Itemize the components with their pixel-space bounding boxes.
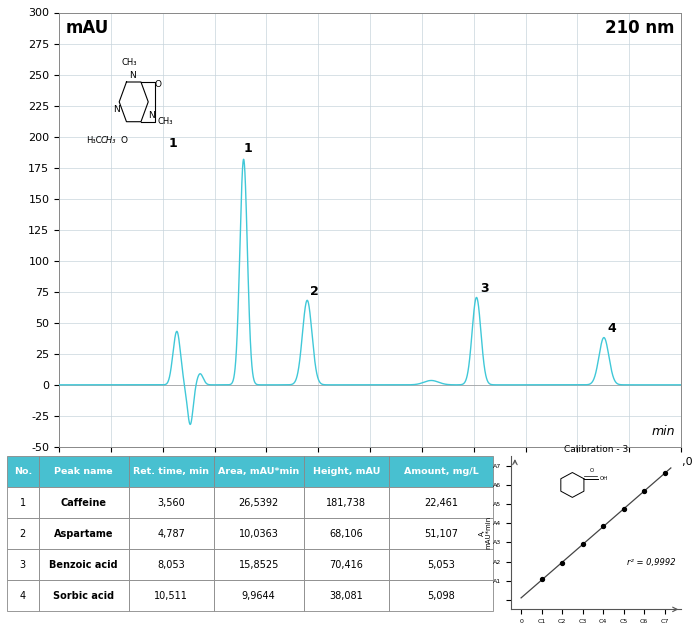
FancyBboxPatch shape (7, 488, 39, 518)
Text: 10,511: 10,511 (154, 591, 188, 601)
Text: r² = 0,9992: r² = 0,9992 (628, 558, 676, 566)
Text: 38,081: 38,081 (329, 591, 363, 601)
FancyBboxPatch shape (39, 518, 129, 549)
Text: 68,106: 68,106 (329, 529, 363, 539)
Text: 22,461: 22,461 (424, 498, 458, 508)
FancyBboxPatch shape (129, 518, 214, 549)
FancyBboxPatch shape (304, 488, 389, 518)
FancyBboxPatch shape (129, 580, 214, 611)
FancyBboxPatch shape (214, 549, 304, 580)
Point (598, 521, 609, 531)
Text: 51,107: 51,107 (424, 529, 458, 539)
FancyBboxPatch shape (304, 580, 389, 611)
Text: Height, mAU: Height, mAU (313, 468, 380, 476)
Text: Amount, mg/L: Amount, mg/L (404, 468, 479, 476)
FancyBboxPatch shape (304, 456, 389, 488)
Text: mAU: mAU (65, 19, 108, 37)
Text: Caffeine: Caffeine (60, 498, 106, 508)
Text: 9,9644: 9,9644 (242, 591, 276, 601)
FancyBboxPatch shape (389, 488, 493, 518)
FancyBboxPatch shape (7, 549, 39, 580)
Y-axis label: A,
mAU*min: A, mAU*min (478, 516, 491, 549)
Text: 4: 4 (19, 591, 26, 601)
FancyBboxPatch shape (39, 488, 129, 518)
Text: 26,5392: 26,5392 (238, 498, 279, 508)
FancyBboxPatch shape (214, 488, 304, 518)
Text: 2: 2 (311, 285, 319, 298)
Text: 5,098: 5,098 (427, 591, 455, 601)
Text: 15,8525: 15,8525 (238, 559, 279, 569)
Point (618, 504, 629, 514)
Text: Peak name: Peak name (54, 468, 113, 476)
FancyBboxPatch shape (7, 456, 39, 488)
Text: O: O (590, 468, 594, 473)
Point (577, 539, 588, 549)
Text: N: N (148, 111, 155, 120)
Text: Area, mAU*min: Area, mAU*min (218, 468, 300, 476)
Text: min: min (651, 425, 675, 438)
Text: 1: 1 (169, 136, 178, 149)
FancyBboxPatch shape (39, 580, 129, 611)
Text: N: N (129, 71, 136, 80)
FancyBboxPatch shape (214, 518, 304, 549)
Text: 10,0363: 10,0363 (239, 529, 279, 539)
Text: 3: 3 (19, 559, 26, 569)
Text: 70,416: 70,416 (329, 559, 363, 569)
Point (557, 558, 568, 568)
FancyBboxPatch shape (389, 456, 493, 488)
FancyBboxPatch shape (214, 456, 304, 488)
Text: O: O (154, 80, 161, 89)
Title: Calibration - 3: Calibration - 3 (564, 445, 628, 454)
Text: 181,738: 181,738 (326, 498, 366, 508)
Text: CH₃: CH₃ (101, 136, 116, 145)
Text: H₃C: H₃C (86, 136, 101, 145)
Text: OH: OH (599, 476, 607, 481)
FancyBboxPatch shape (39, 456, 129, 488)
Text: 2: 2 (19, 529, 26, 539)
Text: 1: 1 (244, 142, 252, 155)
FancyBboxPatch shape (304, 518, 389, 549)
Text: Benzoic acid: Benzoic acid (49, 559, 118, 569)
Point (639, 486, 650, 496)
FancyBboxPatch shape (7, 518, 39, 549)
FancyBboxPatch shape (129, 549, 214, 580)
Text: 210 nm: 210 nm (605, 19, 675, 37)
Text: CH₃: CH₃ (122, 58, 137, 67)
FancyBboxPatch shape (129, 456, 214, 488)
Text: Ret. time, min: Ret. time, min (133, 468, 209, 476)
Text: 4,787: 4,787 (157, 529, 185, 539)
Point (659, 468, 670, 478)
Text: 1: 1 (19, 498, 26, 508)
Text: O: O (120, 136, 127, 145)
FancyBboxPatch shape (7, 580, 39, 611)
FancyBboxPatch shape (39, 549, 129, 580)
FancyBboxPatch shape (129, 488, 214, 518)
Text: 3: 3 (480, 282, 489, 296)
Text: Sorbic acid: Sorbic acid (53, 591, 114, 601)
Text: 3,560: 3,560 (157, 498, 185, 508)
Text: Aspartame: Aspartame (54, 529, 113, 539)
Text: 8,053: 8,053 (157, 559, 185, 569)
Text: N: N (113, 105, 120, 114)
FancyBboxPatch shape (389, 518, 493, 549)
Text: 5,053: 5,053 (427, 559, 455, 569)
Point (536, 574, 547, 584)
Text: CH₃: CH₃ (158, 118, 173, 126)
FancyBboxPatch shape (304, 549, 389, 580)
FancyBboxPatch shape (214, 580, 304, 611)
FancyBboxPatch shape (389, 549, 493, 580)
Text: 4: 4 (607, 322, 616, 335)
Text: No.: No. (14, 468, 32, 476)
FancyBboxPatch shape (389, 580, 493, 611)
